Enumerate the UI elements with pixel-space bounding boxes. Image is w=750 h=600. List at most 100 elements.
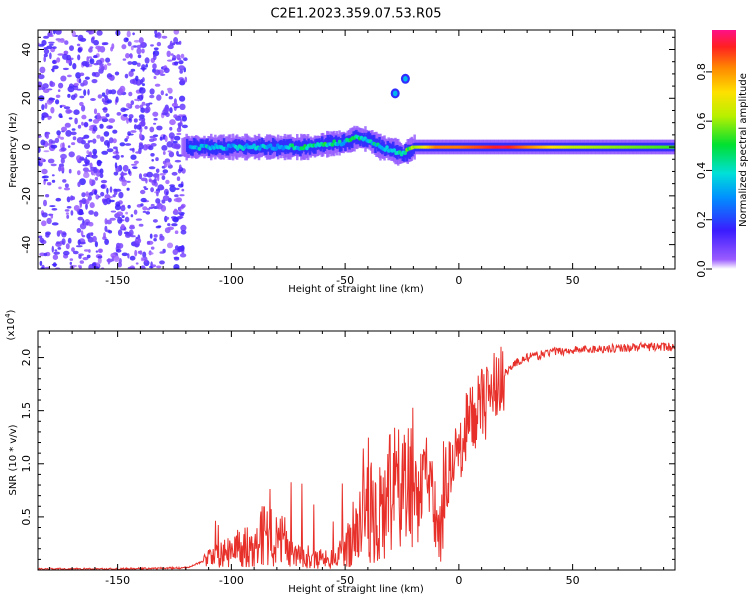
noise-blob: [121, 215, 125, 219]
noise-blob: [165, 179, 170, 185]
noise-blob: [89, 162, 93, 169]
noise-blob: [179, 78, 185, 85]
ridge-band: [387, 142, 391, 155]
noise-blob: [156, 125, 163, 131]
spectrogram-panel: -150 -100 -50 0 50 -40 -20 0 20 40 Height of stra…: [8, 29, 676, 295]
ridge-band: [308, 143, 312, 155]
noise-blob: [101, 150, 109, 155]
noise-blob: [57, 40, 64, 43]
noise-blob: [149, 138, 155, 142]
ridge-band: [402, 149, 406, 162]
noise-blob: [148, 252, 154, 255]
noise-blob: [59, 115, 63, 118]
noise-blob: [56, 241, 60, 245]
noise-blob: [100, 184, 106, 189]
noise-blob: [176, 132, 182, 136]
noise-blob: [120, 205, 126, 212]
noise-blob: [110, 89, 117, 95]
noise-blob: [51, 179, 56, 183]
noise-blob: [168, 151, 175, 158]
noise-blob: [152, 63, 157, 70]
noise-blob: [98, 195, 101, 198]
noise-blob: [171, 171, 178, 176]
noise-blob: [81, 105, 86, 112]
noise-blob: [77, 47, 83, 53]
noise-blob: [155, 157, 159, 162]
noise-blob: [166, 161, 171, 166]
noise-blob: [134, 249, 138, 257]
noise-blob: [106, 62, 112, 66]
noise-blob: [55, 38, 62, 41]
noise-blob: [93, 108, 98, 115]
noise-blob: [153, 179, 157, 184]
noise-blob: [99, 65, 105, 71]
ridge-band: [185, 138, 189, 153]
noise-blob: [38, 235, 43, 239]
noise-blob: [167, 44, 174, 50]
noise-blob: [165, 93, 168, 96]
x-tick-label: -100: [219, 274, 244, 287]
noise-blob: [79, 178, 86, 186]
noise-blob: [169, 107, 173, 114]
noise-blob: [155, 198, 161, 204]
noise-blob: [177, 57, 182, 61]
noise-blob: [178, 183, 184, 188]
ridge-band: [408, 145, 411, 159]
noise-blob: [157, 225, 162, 228]
noise-blob: [162, 151, 166, 155]
noise-blob: [71, 247, 75, 253]
chart-title: C2E1.2023.359.07.53.R05: [270, 7, 441, 22]
noise-blob: [109, 217, 116, 221]
noise-blob: [67, 74, 72, 78]
noise-blob: [91, 154, 98, 159]
noise-blob: [169, 126, 173, 131]
noise-blob: [54, 249, 58, 252]
noise-blob: [44, 102, 48, 110]
noise-blob: [83, 249, 90, 252]
ridge-band: [203, 143, 207, 154]
noise-blob: [162, 169, 169, 174]
ridge-core: [290, 143, 295, 148]
noise-blob: [127, 131, 131, 137]
noise-blob: [80, 230, 84, 237]
ridge-band: [348, 135, 351, 150]
ridge-band: [269, 142, 272, 155]
noise-blob: [61, 53, 69, 60]
noise-blob: [135, 262, 139, 265]
colorbar-tick-label: 0.2: [695, 211, 708, 229]
noise-blob: [72, 136, 77, 141]
noise-blob: [145, 178, 148, 184]
noise-blob: [72, 62, 77, 70]
noise-blob: [150, 246, 155, 250]
ridge-halo: [182, 137, 186, 157]
noise-blob: [141, 48, 145, 54]
noise-blob: [177, 246, 184, 252]
noise-blob: [86, 254, 91, 259]
noise-blob: [111, 43, 115, 50]
noise-blob: [138, 142, 143, 146]
noise-blob: [120, 223, 125, 230]
noise-blob: [148, 178, 152, 182]
spectrogram-image: [38, 30, 675, 269]
noise-blob: [137, 54, 142, 59]
noise-blob: [79, 156, 85, 161]
noise-blob: [183, 57, 188, 61]
noise-blob: [115, 188, 122, 192]
ridge-band: [258, 138, 261, 152]
noise-blob: [60, 75, 67, 82]
noise-blob: [122, 108, 129, 111]
noise-blob: [55, 197, 62, 202]
noise-blob: [131, 61, 138, 66]
noise-blob: [100, 191, 105, 197]
noise-blob: [44, 113, 49, 118]
noise-blob: [156, 94, 162, 101]
noise-blob: [133, 124, 138, 130]
noise-blob: [44, 131, 51, 135]
noise-blob: [58, 230, 63, 234]
noise-blob: [40, 139, 46, 146]
noise-blob: [152, 219, 158, 223]
noise-blob: [106, 99, 113, 104]
noise-blob: [63, 187, 71, 191]
noise-blob: [63, 106, 71, 110]
noise-blob: [114, 204, 121, 211]
